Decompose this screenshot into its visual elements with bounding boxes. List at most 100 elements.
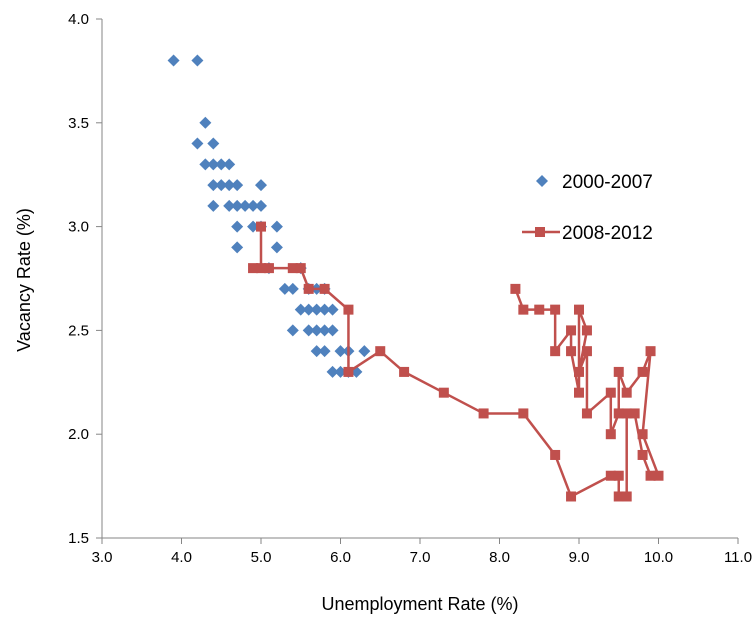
data-point-2008-2012 xyxy=(581,346,592,357)
data-point-2008-2012 xyxy=(566,346,577,357)
data-point-2000-2007 xyxy=(318,345,331,358)
data-point-2000-2007 xyxy=(207,137,220,150)
data-point-2000-2007 xyxy=(199,116,212,129)
y-tick-label: 4.0 xyxy=(68,11,89,28)
data-point-2000-2007 xyxy=(334,345,347,358)
data-point-2008-2012 xyxy=(621,387,632,398)
series-2008-2012 xyxy=(248,221,664,502)
data-point-2000-2007 xyxy=(215,158,228,171)
data-point-2008-2012 xyxy=(605,470,616,481)
data-point-2008-2012 xyxy=(263,263,274,274)
data-point-2008-2012 xyxy=(613,470,624,481)
data-point-2008-2012 xyxy=(637,449,648,460)
data-point-2008-2012 xyxy=(256,221,266,232)
data-point-2008-2012 xyxy=(653,470,664,481)
data-point-2008-2012 xyxy=(438,387,449,398)
x-tick-label: 8.0 xyxy=(489,549,510,566)
data-point-2000-2007 xyxy=(255,179,267,192)
data-point-2008-2012 xyxy=(399,366,410,377)
data-point-2000-2007 xyxy=(247,199,260,212)
data-point-2000-2007 xyxy=(191,54,204,67)
data-point-2008-2012 xyxy=(581,325,592,336)
data-point-2000-2007 xyxy=(231,179,244,192)
data-point-2000-2007 xyxy=(207,158,220,171)
data-point-2008-2012 xyxy=(510,283,521,294)
data-point-2000-2007 xyxy=(310,324,323,337)
data-point-2000-2007 xyxy=(199,158,212,171)
data-point-2008-2012 xyxy=(375,346,386,357)
x-tick-label: 3.0 xyxy=(92,549,113,566)
y-axis-title: Vacancy Rate (%) xyxy=(14,208,34,352)
data-point-2008-2012 xyxy=(566,491,577,502)
data-point-2008-2012 xyxy=(534,304,545,315)
legend-marker-2008-2012 xyxy=(535,227,545,237)
data-point-2000-2007 xyxy=(270,241,283,254)
data-point-2000-2007 xyxy=(223,199,236,212)
series-line-2008-2012 xyxy=(251,226,660,498)
data-point-2008-2012 xyxy=(566,325,577,336)
data-point-2000-2007 xyxy=(255,199,267,212)
data-point-2000-2007 xyxy=(270,220,283,233)
x-tick-label: 4.0 xyxy=(171,549,192,566)
data-point-2008-2012 xyxy=(248,263,259,274)
data-point-2000-2007 xyxy=(326,365,339,378)
x-tick-label: 6.0 xyxy=(330,549,351,566)
data-point-2008-2012 xyxy=(518,408,529,419)
data-point-2008-2012 xyxy=(256,263,266,274)
x-tick-label: 5.0 xyxy=(251,549,272,566)
data-point-2000-2007 xyxy=(239,199,252,212)
data-point-2000-2007 xyxy=(294,303,307,316)
data-point-2008-2012 xyxy=(574,304,584,315)
y-tick-label: 2.5 xyxy=(68,322,89,339)
axes: 1.5 2.0 2.5 3.0 3.5 4.0 3.0 4.0 5.0 6.0 7.0 8.0 9.0 1… xyxy=(68,11,752,566)
data-point-2000-2007 xyxy=(326,324,339,337)
y-tick-label: 1.5 xyxy=(68,530,89,547)
data-point-2000-2007 xyxy=(207,179,220,192)
data-point-2008-2012 xyxy=(605,387,616,398)
x-axis-title: Unemployment Rate (%) xyxy=(321,594,518,614)
y-tick-label: 2.0 xyxy=(68,426,89,443)
legend-label-2008-2012: 2008-2012 xyxy=(562,223,653,244)
series-2000-2007 xyxy=(167,54,371,378)
data-point-2000-2007 xyxy=(191,137,204,150)
data-point-2000-2007 xyxy=(326,303,339,316)
data-point-2008-2012 xyxy=(645,470,656,481)
data-point-2008-2012 xyxy=(645,346,656,357)
data-point-2008-2012 xyxy=(581,408,592,419)
legend-label-2000-2007: 2000-2007 xyxy=(562,172,653,193)
data-point-2000-2007 xyxy=(207,199,220,212)
data-point-2000-2007 xyxy=(318,324,331,337)
data-point-2008-2012 xyxy=(343,304,354,315)
data-point-2008-2012 xyxy=(613,408,624,419)
data-point-2000-2007 xyxy=(310,345,323,358)
data-point-2000-2007 xyxy=(286,282,299,295)
data-point-2000-2007 xyxy=(231,199,244,212)
data-point-2008-2012 xyxy=(550,304,561,315)
data-point-2008-2012 xyxy=(295,263,306,274)
data-point-2008-2012 xyxy=(629,408,640,419)
data-point-2000-2007 xyxy=(215,179,228,192)
data-point-2000-2007 xyxy=(223,158,236,171)
legend-marker-2000-2007 xyxy=(536,175,548,187)
data-point-2008-2012 xyxy=(574,387,584,398)
data-point-2008-2012 xyxy=(605,429,616,440)
data-point-2000-2007 xyxy=(286,324,299,337)
data-point-2000-2007 xyxy=(278,282,291,295)
data-point-2008-2012 xyxy=(478,408,489,419)
data-point-2000-2007 xyxy=(318,303,331,316)
data-point-2008-2012 xyxy=(287,263,298,274)
data-point-2008-2012 xyxy=(621,491,632,502)
data-point-2000-2007 xyxy=(223,179,236,192)
data-point-2008-2012 xyxy=(613,491,624,502)
x-tick-label: 7.0 xyxy=(410,549,431,566)
data-point-2008-2012 xyxy=(621,408,632,419)
data-point-2008-2012 xyxy=(637,429,648,440)
data-point-2000-2007 xyxy=(302,303,315,316)
data-point-2000-2007 xyxy=(167,54,180,67)
legend: 2000-2007 2008-2012 xyxy=(522,172,653,244)
y-tick-label: 3.5 xyxy=(68,115,89,132)
data-point-2008-2012 xyxy=(303,283,314,294)
data-point-2008-2012 xyxy=(343,366,354,377)
data-point-2008-2012 xyxy=(319,283,330,294)
